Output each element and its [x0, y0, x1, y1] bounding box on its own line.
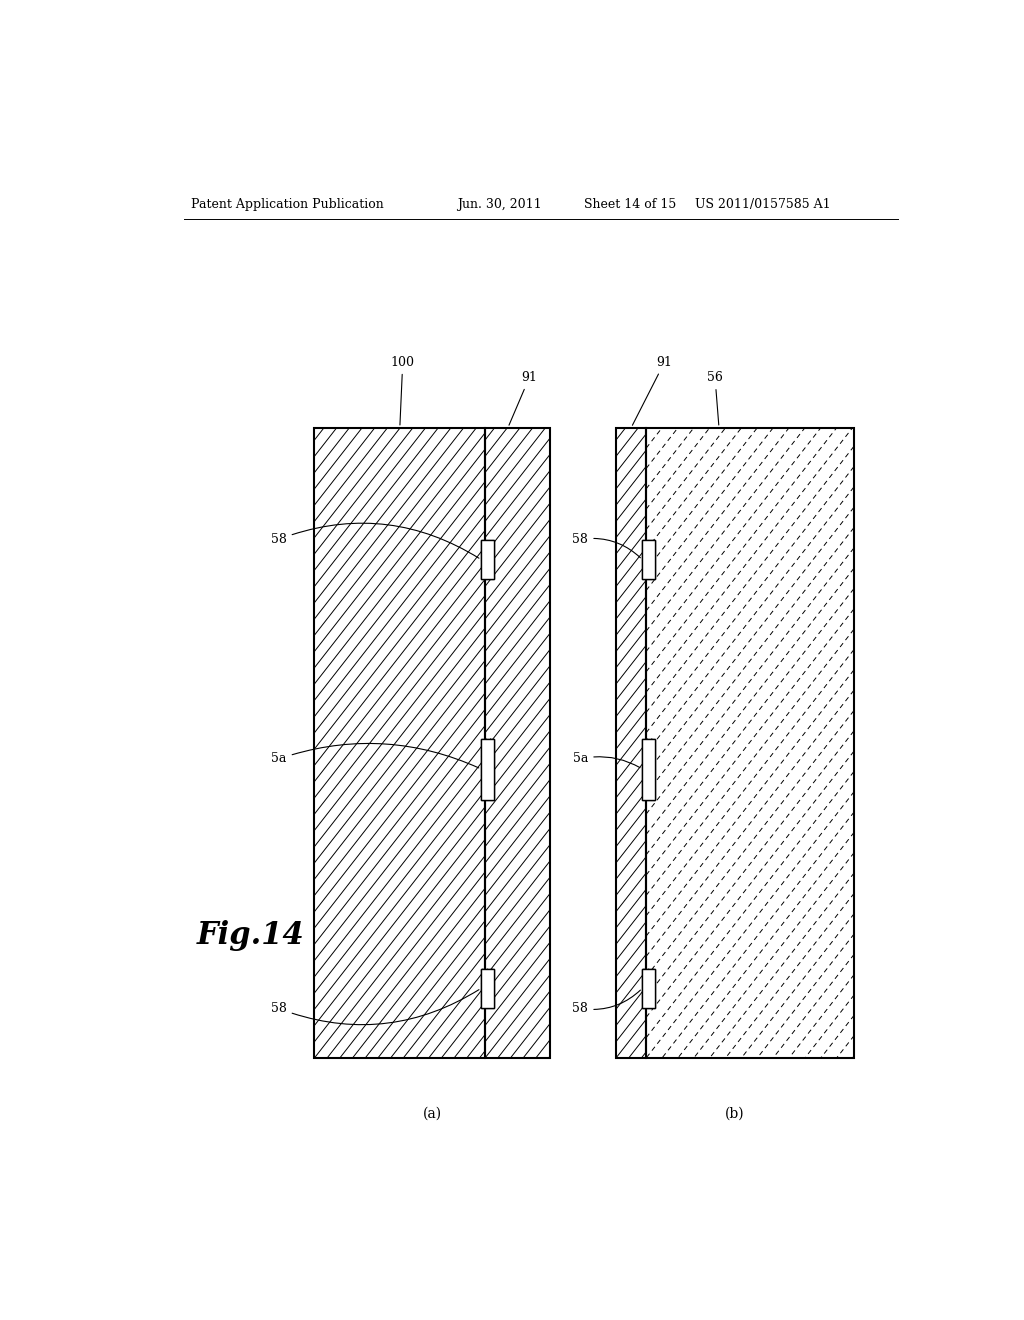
Text: (a): (a) [423, 1106, 442, 1121]
Text: Fig.14: Fig.14 [198, 920, 305, 952]
Bar [481, 969, 494, 1007]
Text: 5a: 5a [271, 743, 479, 768]
Bar [642, 540, 655, 579]
Bar [642, 969, 655, 1007]
Bar [646, 428, 854, 1057]
Bar [485, 428, 550, 1057]
Text: 56: 56 [708, 371, 723, 425]
Bar [481, 969, 494, 1007]
Text: 91: 91 [633, 356, 673, 425]
Bar [642, 739, 655, 800]
Text: 58: 58 [572, 990, 640, 1015]
Bar [616, 428, 646, 1057]
Bar [642, 540, 655, 579]
Text: 58: 58 [270, 990, 479, 1024]
Text: Patent Application Publication: Patent Application Publication [191, 198, 384, 211]
Bar [314, 428, 485, 1057]
Text: 100: 100 [391, 356, 415, 425]
Bar [616, 428, 646, 1057]
Text: Sheet 14 of 15: Sheet 14 of 15 [585, 198, 677, 211]
Text: 58: 58 [572, 533, 640, 558]
Bar [642, 739, 655, 800]
Bar [481, 739, 494, 800]
Text: 91: 91 [509, 371, 538, 425]
Bar [481, 540, 494, 579]
Text: 5a: 5a [572, 752, 640, 768]
Text: Jun. 30, 2011: Jun. 30, 2011 [458, 198, 542, 211]
Bar [485, 428, 550, 1057]
Text: US 2011/0157585 A1: US 2011/0157585 A1 [695, 198, 831, 211]
Text: (b): (b) [725, 1106, 744, 1121]
Text: 58: 58 [270, 523, 479, 558]
Bar [481, 540, 494, 579]
Bar [314, 428, 485, 1057]
Bar [481, 739, 494, 800]
Bar [642, 969, 655, 1007]
Bar [646, 428, 854, 1057]
